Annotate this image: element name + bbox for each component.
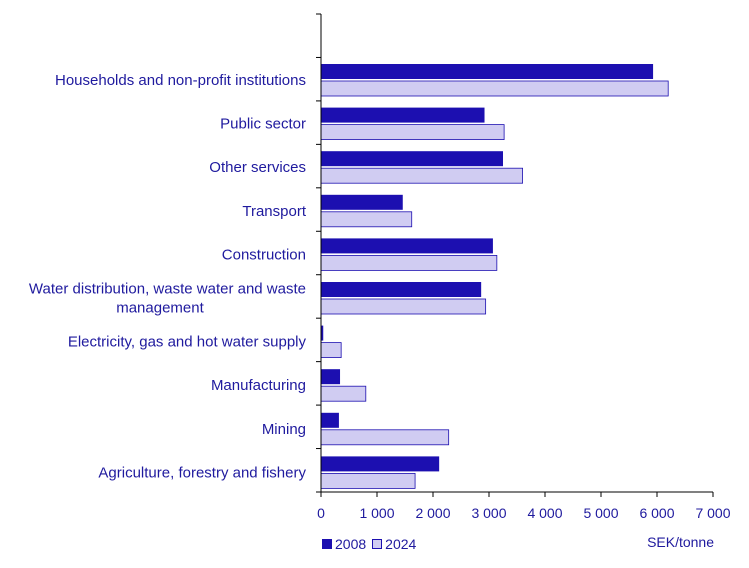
bar-2024-4: [320, 254, 498, 271]
category-label: Water distribution, waste water and wast…: [29, 281, 306, 298]
category-label: Agriculture, forestry and fishery: [98, 464, 306, 481]
legend-label-2008: 2008: [335, 536, 367, 552]
x-tick-label: 6 000: [639, 505, 674, 521]
bar-2024-8: [320, 429, 450, 446]
bar-2024-7: [320, 385, 367, 402]
category-label: management: [116, 300, 204, 317]
axes-group: 0 1 000 2 000 3 000 4 000 5 000 6 000 7 000: [316, 13, 731, 521]
bar-2024-0: [320, 80, 669, 97]
bar-2008-0: [321, 64, 654, 79]
category-label: Manufacturing: [211, 377, 306, 394]
x-tick-label: 1 000: [359, 505, 394, 521]
legend: 2008 2024: [322, 536, 416, 552]
bar-2024-2: [320, 167, 524, 184]
bar-2008-6: [321, 325, 324, 341]
legend-swatch-2024: [372, 539, 383, 549]
bar-2008-8: [321, 412, 339, 428]
x-tick-label: 2 000: [415, 505, 450, 521]
bar-2008-4: [321, 238, 493, 254]
x-tick-label: 3 000: [471, 505, 506, 521]
bar-2008-7: [321, 369, 341, 385]
bar-2024-1: [320, 124, 505, 140]
legend-label-2024: 2024: [385, 536, 417, 552]
bars-group: [320, 64, 669, 489]
x-tick-label: 4 000: [527, 505, 562, 521]
x-tick-label: 5 000: [583, 505, 618, 521]
category-label: Transport: [242, 203, 306, 220]
category-label: Mining: [262, 421, 306, 438]
bar-2024-9: [320, 472, 416, 489]
bar-2008-2: [321, 151, 503, 167]
bar-2024-5: [320, 298, 487, 315]
bar-2008-1: [321, 107, 485, 123]
category-label: Electricity, gas and hot water supply: [68, 334, 307, 351]
bar-2008-3: [321, 194, 403, 210]
bar-2008-9: [321, 456, 440, 472]
legend-item-2008: 2008: [322, 536, 366, 552]
category-label: Construction: [222, 246, 306, 263]
legend-swatch-2008: [322, 539, 332, 549]
bar-2008-5: [321, 282, 482, 297]
x-tick-label: 7 000: [695, 505, 730, 521]
category-labels-group: Households and non-profit institutions Pu…: [29, 72, 307, 481]
x-tick-label: 0: [317, 505, 325, 521]
x-axis-unit-label: SEK/tonne: [647, 534, 714, 550]
bar-2024-6: [320, 342, 342, 359]
category-label: Other services: [209, 159, 306, 176]
category-label: Households and non-profit institutions: [55, 72, 306, 89]
category-label: Public sector: [220, 116, 306, 133]
legend-item-2024: 2024: [372, 536, 416, 552]
bar-2024-3: [320, 211, 413, 228]
